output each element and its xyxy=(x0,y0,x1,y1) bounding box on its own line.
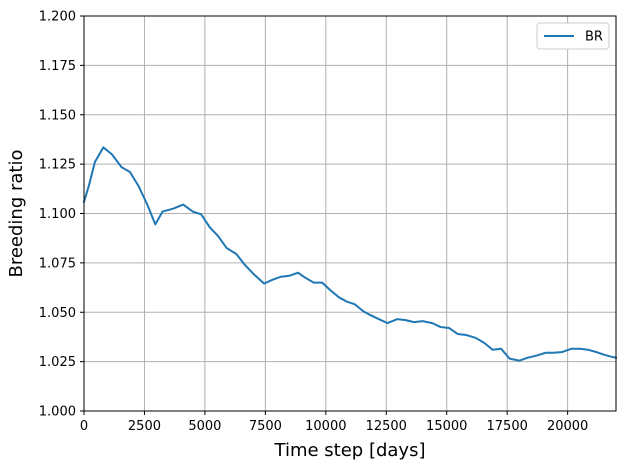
x-tick-label: 10000 xyxy=(305,419,346,434)
series-line-br xyxy=(82,146,618,362)
y-tick-label: 1.000 xyxy=(39,405,76,420)
x-tick-label: 20000 xyxy=(547,419,588,434)
x-tick-label: 12500 xyxy=(366,419,407,434)
x-tick-label: 7500 xyxy=(249,419,282,434)
x-tick-label: 0 xyxy=(80,419,88,434)
series-lines xyxy=(82,146,618,362)
x-axis-label: Time step [days] xyxy=(274,440,426,461)
y-tick-label: 1.200 xyxy=(39,10,76,25)
x-tick-label: 17500 xyxy=(487,419,528,434)
y-tick-label: 1.100 xyxy=(39,207,76,222)
y-tick-label: 1.125 xyxy=(39,158,76,173)
x-tick-label: 5000 xyxy=(188,419,221,434)
grid-lines xyxy=(83,15,616,412)
y-axis-label: Breeding ratio xyxy=(6,150,27,278)
y-tick-label: 1.150 xyxy=(39,108,76,123)
y-tick-label: 1.175 xyxy=(39,59,76,74)
x-tick-label: 15000 xyxy=(426,419,467,434)
y-tick-label: 1.025 xyxy=(39,355,76,370)
x-axis-ticks: 0 2500 5000 7500 10000 12500 15000 17500 20000 xyxy=(80,411,588,434)
y-tick-label: 1.050 xyxy=(39,306,76,321)
x-tick-label: 2500 xyxy=(128,419,161,434)
legend-label-br: BR xyxy=(585,30,603,45)
y-axis-ticks: 1.000 1.025 1.050 1.075 1.100 1.125 1.150 1.175… xyxy=(39,10,84,420)
y-tick-label: 1.075 xyxy=(39,256,76,271)
legend: BR xyxy=(536,22,610,50)
